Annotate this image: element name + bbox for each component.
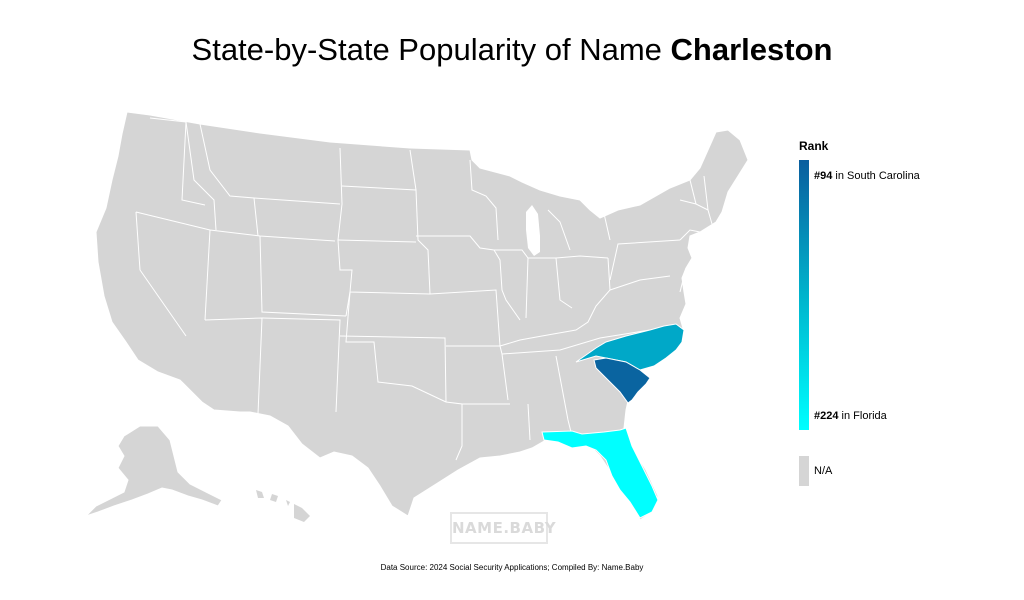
state-border <box>199 123 259 237</box>
state-shape-florida <box>541 427 659 519</box>
legend-top-label: #94 in South Carolina <box>814 170 920 182</box>
state-border <box>253 197 341 205</box>
state-border <box>501 329 651 355</box>
state-border <box>679 199 713 225</box>
state-border <box>259 235 347 317</box>
state-shape-contiguous-us <box>95 111 749 521</box>
state-border <box>528 255 609 259</box>
state-border <box>527 403 531 441</box>
legend-bottom-rank: #224 <box>814 410 839 422</box>
state-shape-alaska <box>85 425 223 517</box>
state-border <box>341 185 431 295</box>
page-title: State-by-State Popularity of Name Charle… <box>0 30 1024 70</box>
state-border <box>204 229 211 321</box>
state-border <box>679 229 701 241</box>
state-border <box>679 267 687 293</box>
legend-na-label: N/A <box>814 465 833 477</box>
state-border <box>345 291 447 403</box>
state-border <box>609 239 681 281</box>
state-shape-hawaii <box>256 490 310 522</box>
state-border <box>493 249 521 321</box>
state-border <box>703 175 709 211</box>
legend-top-rank: #94 <box>814 170 833 182</box>
name-baby-watermark-logo: NAME.BABY <box>450 512 556 544</box>
state-border <box>689 179 697 205</box>
legend-na-swatch <box>799 456 809 486</box>
legend-title: Rank <box>799 139 829 153</box>
state-border <box>555 257 573 309</box>
state-border <box>499 257 611 347</box>
state-border <box>416 235 495 251</box>
state-border <box>609 275 671 291</box>
state-border <box>525 257 529 319</box>
state-border <box>446 345 509 401</box>
state-border <box>181 121 206 206</box>
legend-bottom-suffix: in Florida <box>838 410 887 422</box>
state-border <box>469 159 499 241</box>
state-border <box>599 195 611 241</box>
state-border <box>135 211 187 337</box>
state-border <box>135 211 336 242</box>
state-border <box>339 335 447 403</box>
legend-gradient-bar <box>799 160 809 430</box>
state-border <box>445 401 463 461</box>
state-border <box>337 239 417 243</box>
state-border <box>429 289 501 347</box>
data-source-note: Data Source: 2024 Social Security Applic… <box>380 563 644 572</box>
legend-bottom-label: #224 in Florida <box>814 410 887 422</box>
state-border <box>261 317 341 413</box>
state-border <box>409 149 417 191</box>
legend-top-suffix: in South Carolina <box>832 170 920 182</box>
lake-michigan <box>526 205 540 256</box>
state-shape-south-carolina <box>593 357 651 404</box>
title-prefix: State-by-State Popularity of Name <box>191 32 671 67</box>
state-border <box>547 209 571 251</box>
state-border <box>494 249 529 259</box>
title-name: Charleston <box>670 32 833 67</box>
state-border <box>149 117 217 231</box>
